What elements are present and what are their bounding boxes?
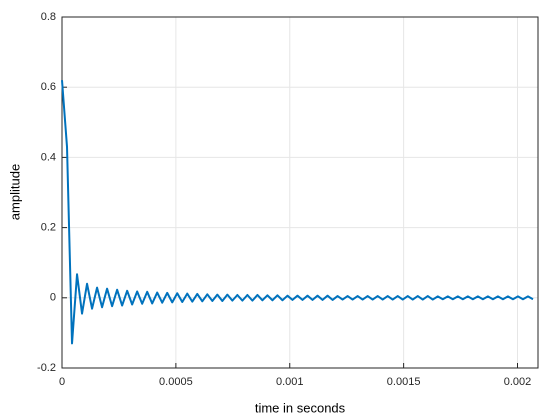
y-axis-label: amplitude	[7, 164, 22, 220]
y-tick-label: 0.2	[41, 222, 56, 234]
x-tick-label: 0.002	[504, 376, 532, 388]
axes-box	[61, 16, 539, 369]
y-tick-label: 0.8	[41, 11, 56, 23]
y-tick-label: 0.6	[41, 81, 56, 93]
plot-area	[62, 17, 538, 368]
y-tick-label: 0	[50, 292, 56, 304]
y-tick-label: 0.4	[41, 151, 56, 163]
x-tick-label: 0.001	[276, 376, 304, 388]
x-tick-label: 0.0015	[387, 376, 421, 388]
data-line	[61, 80, 534, 345]
x-tick-label: 0.0005	[159, 376, 193, 388]
x-axis-label: time in seconds	[255, 400, 346, 415]
y-tick-label: -0.2	[37, 362, 56, 374]
x-tick-label: 0	[59, 376, 65, 388]
